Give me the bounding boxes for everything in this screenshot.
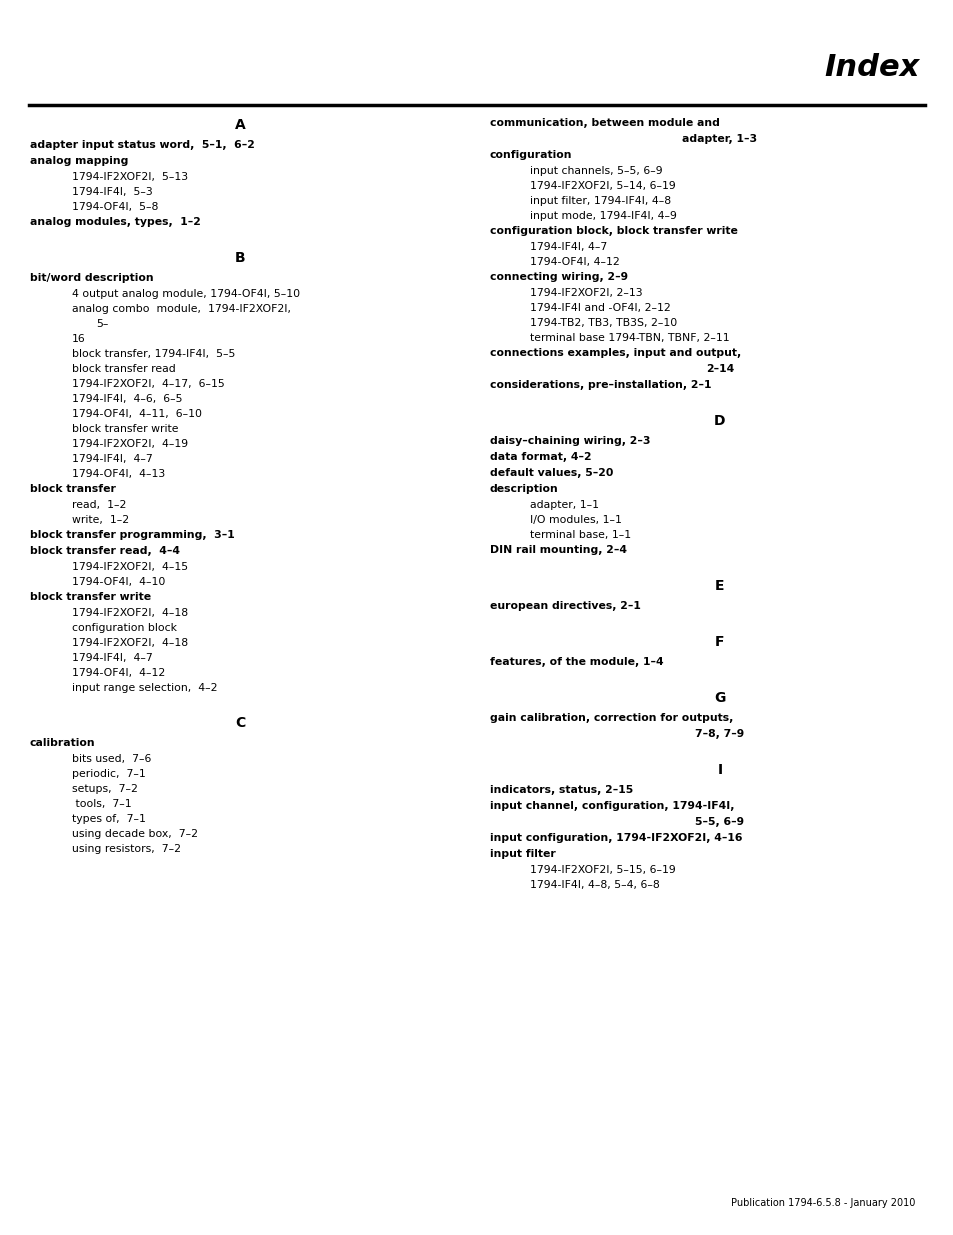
Text: E: E xyxy=(715,579,724,593)
Text: G: G xyxy=(714,692,725,705)
Text: tools,  7–1: tools, 7–1 xyxy=(71,799,132,809)
Text: read,  1–2: read, 1–2 xyxy=(71,500,126,510)
Text: european directives, 2–1: european directives, 2–1 xyxy=(490,601,640,611)
Text: block transfer read,  4–4: block transfer read, 4–4 xyxy=(30,546,180,556)
Text: 1794-IF2XOF2I,  4–15: 1794-IF2XOF2I, 4–15 xyxy=(71,562,188,572)
Text: 1794-IF4I, 4–7: 1794-IF4I, 4–7 xyxy=(530,242,607,252)
Text: considerations, pre–installation, 2–1: considerations, pre–installation, 2–1 xyxy=(490,380,711,390)
Text: default values, 5–20: default values, 5–20 xyxy=(490,468,613,478)
Text: input filter, 1794-IF4I, 4–8: input filter, 1794-IF4I, 4–8 xyxy=(530,196,670,206)
Text: 4 output analog module, 1794-OF4I, 5–10: 4 output analog module, 1794-OF4I, 5–10 xyxy=(71,289,300,299)
Text: 1794-IF4I,  4–7: 1794-IF4I, 4–7 xyxy=(71,653,152,663)
Text: input configuration, 1794-IF2XOF2I, 4–16: input configuration, 1794-IF2XOF2I, 4–16 xyxy=(490,832,741,844)
Text: configuration: configuration xyxy=(490,149,572,161)
Text: bits used,  7–6: bits used, 7–6 xyxy=(71,755,152,764)
Text: data format, 4–2: data format, 4–2 xyxy=(490,452,591,462)
Text: input range selection,  4–2: input range selection, 4–2 xyxy=(71,683,217,693)
Text: 1794-IF2XOF2I,  4–17,  6–15: 1794-IF2XOF2I, 4–17, 6–15 xyxy=(71,379,225,389)
Text: analog modules, types,  1–2: analog modules, types, 1–2 xyxy=(30,217,201,227)
Text: 5–5, 6–9: 5–5, 6–9 xyxy=(695,818,743,827)
Text: block transfer read: block transfer read xyxy=(71,364,175,374)
Text: description: description xyxy=(490,484,558,494)
Text: 1794-IF2XOF2I, 5–14, 6–19: 1794-IF2XOF2I, 5–14, 6–19 xyxy=(530,182,675,191)
Text: using resistors,  7–2: using resistors, 7–2 xyxy=(71,844,181,853)
Text: 1794-IF2XOF2I, 2–13: 1794-IF2XOF2I, 2–13 xyxy=(530,288,642,298)
Text: gain calibration, correction for outputs,: gain calibration, correction for outputs… xyxy=(490,713,733,722)
Text: 1794-OF4I, 4–12: 1794-OF4I, 4–12 xyxy=(530,257,619,267)
Text: terminal base, 1–1: terminal base, 1–1 xyxy=(530,530,631,540)
Text: C: C xyxy=(234,716,245,730)
Text: I: I xyxy=(717,763,721,777)
Text: 1794-IF2XOF2I,  4–18: 1794-IF2XOF2I, 4–18 xyxy=(71,608,188,618)
Text: 1794-OF4I,  4–13: 1794-OF4I, 4–13 xyxy=(71,469,165,479)
Text: 1794-IF4I and -OF4I, 2–12: 1794-IF4I and -OF4I, 2–12 xyxy=(530,303,670,312)
Text: block transfer write: block transfer write xyxy=(30,592,151,601)
Text: block transfer programming,  3–1: block transfer programming, 3–1 xyxy=(30,530,234,540)
Text: 1794-IF4I,  5–3: 1794-IF4I, 5–3 xyxy=(71,186,152,198)
Text: adapter input status word,  5–1,  6–2: adapter input status word, 5–1, 6–2 xyxy=(30,140,254,149)
Text: input mode, 1794-IF4I, 4–9: input mode, 1794-IF4I, 4–9 xyxy=(530,211,677,221)
Text: adapter, 1–3: adapter, 1–3 xyxy=(681,135,757,144)
Text: 1794-IF2XOF2I,  4–18: 1794-IF2XOF2I, 4–18 xyxy=(71,638,188,648)
Text: input channel, configuration, 1794-IF4I,: input channel, configuration, 1794-IF4I, xyxy=(490,802,734,811)
Text: periodic,  7–1: periodic, 7–1 xyxy=(71,769,146,779)
Text: 1794-OF4I,  4–11,  6–10: 1794-OF4I, 4–11, 6–10 xyxy=(71,409,202,419)
Text: features, of the module, 1–4: features, of the module, 1–4 xyxy=(490,657,663,667)
Text: block transfer, 1794-IF4I,  5–5: block transfer, 1794-IF4I, 5–5 xyxy=(71,350,235,359)
Text: using decade box,  7–2: using decade box, 7–2 xyxy=(71,829,198,839)
Text: daisy–chaining wiring, 2–3: daisy–chaining wiring, 2–3 xyxy=(490,436,650,446)
Text: block transfer write: block transfer write xyxy=(71,424,178,433)
Text: DIN rail mounting, 2–4: DIN rail mounting, 2–4 xyxy=(490,545,626,555)
Text: 7–8, 7–9: 7–8, 7–9 xyxy=(695,729,744,739)
Text: 1794-IF4I,  4–6,  6–5: 1794-IF4I, 4–6, 6–5 xyxy=(71,394,182,404)
Text: calibration: calibration xyxy=(30,739,95,748)
Text: configuration block: configuration block xyxy=(71,622,177,634)
Text: terminal base 1794-TBN, TBNF, 2–11: terminal base 1794-TBN, TBNF, 2–11 xyxy=(530,333,729,343)
Text: 1794-IF4I,  4–7: 1794-IF4I, 4–7 xyxy=(71,454,152,464)
Text: 1794-IF2XOF2I, 5–15, 6–19: 1794-IF2XOF2I, 5–15, 6–19 xyxy=(530,864,675,876)
Text: Publication 1794-6.5.8 - January 2010: Publication 1794-6.5.8 - January 2010 xyxy=(730,1198,914,1208)
Text: communication, between module and: communication, between module and xyxy=(490,119,720,128)
Text: 1794-IF2XOF2I,  4–19: 1794-IF2XOF2I, 4–19 xyxy=(71,438,188,450)
Text: setups,  7–2: setups, 7–2 xyxy=(71,784,138,794)
Text: types of,  7–1: types of, 7–1 xyxy=(71,814,146,824)
Text: analog mapping: analog mapping xyxy=(30,156,129,165)
Text: D: D xyxy=(714,414,725,429)
Text: 5–: 5– xyxy=(96,319,109,329)
Text: block transfer: block transfer xyxy=(30,484,115,494)
Text: configuration block, block transfer write: configuration block, block transfer writ… xyxy=(490,226,737,236)
Text: 1794-OF4I,  5–8: 1794-OF4I, 5–8 xyxy=(71,203,158,212)
Text: 1794-TB2, TB3, TB3S, 2–10: 1794-TB2, TB3, TB3S, 2–10 xyxy=(530,317,677,329)
Text: 1794-IF4I, 4–8, 5–4, 6–8: 1794-IF4I, 4–8, 5–4, 6–8 xyxy=(530,881,659,890)
Text: 2–14: 2–14 xyxy=(705,364,734,374)
Text: 1794-OF4I,  4–12: 1794-OF4I, 4–12 xyxy=(71,668,165,678)
Text: indicators, status, 2–15: indicators, status, 2–15 xyxy=(490,785,633,795)
Text: A: A xyxy=(234,119,245,132)
Text: 1794-OF4I,  4–10: 1794-OF4I, 4–10 xyxy=(71,577,165,587)
Text: connections examples, input and output,: connections examples, input and output, xyxy=(490,348,740,358)
Text: 16: 16 xyxy=(71,333,86,345)
Text: bit/word description: bit/word description xyxy=(30,273,153,283)
Text: analog combo  module,  1794-IF2XOF2I,: analog combo module, 1794-IF2XOF2I, xyxy=(71,304,291,314)
Text: 1794-IF2XOF2I,  5–13: 1794-IF2XOF2I, 5–13 xyxy=(71,172,188,182)
Text: F: F xyxy=(715,635,724,650)
Text: I/O modules, 1–1: I/O modules, 1–1 xyxy=(530,515,621,525)
Text: connecting wiring, 2–9: connecting wiring, 2–9 xyxy=(490,272,627,282)
Text: write,  1–2: write, 1–2 xyxy=(71,515,129,525)
Text: input filter: input filter xyxy=(490,848,556,860)
Text: B: B xyxy=(234,251,245,266)
Text: Index: Index xyxy=(824,53,919,82)
Text: input channels, 5–5, 6–9: input channels, 5–5, 6–9 xyxy=(530,165,662,177)
Text: adapter, 1–1: adapter, 1–1 xyxy=(530,500,598,510)
